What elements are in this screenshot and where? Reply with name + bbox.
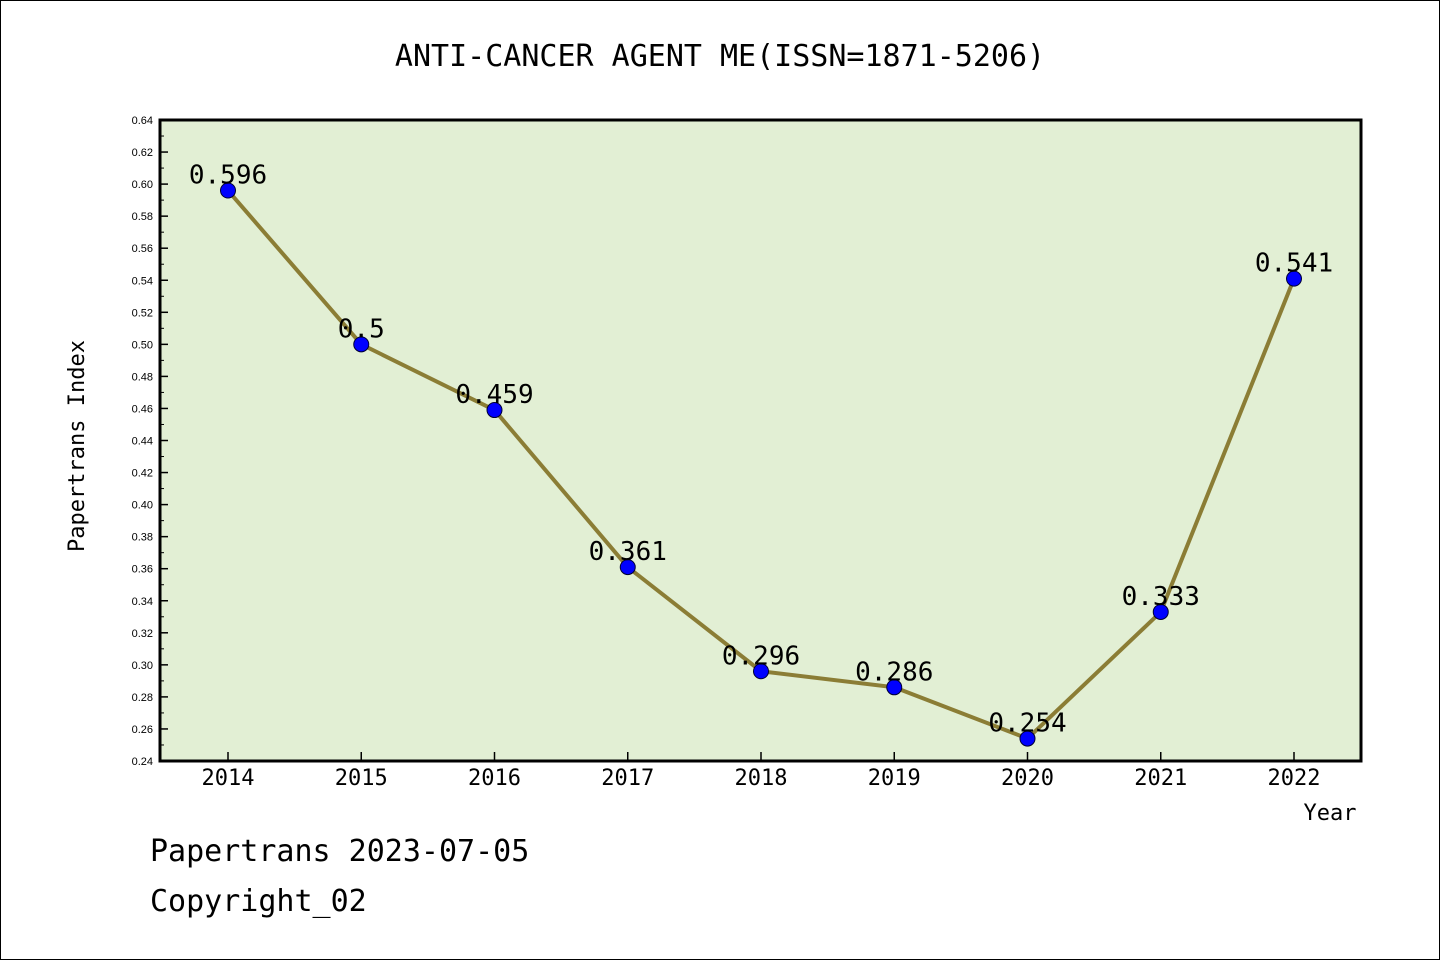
y-tick-label: 0.26: [132, 724, 153, 736]
plot-border: [158, 118, 1363, 763]
y-tick-label: 0.48: [132, 371, 153, 383]
data-label: 0.459: [455, 380, 533, 410]
y-tick-label: 0.38: [132, 532, 153, 544]
data-label: 0.596: [189, 161, 267, 191]
x-axis-label: Year: [1304, 801, 1357, 826]
y-tick-label: 0.34: [132, 596, 153, 608]
y-tick-label: 0.44: [132, 436, 153, 448]
y-tick-label: 0.32: [132, 628, 153, 640]
data-label: 0.296: [722, 641, 800, 671]
data-label: 0.541: [1255, 249, 1333, 279]
y-tick-label: 0.56: [132, 243, 153, 255]
data-point: [353, 336, 370, 353]
x-tick-label: 2019: [868, 766, 921, 791]
y-tick-label: 0.36: [132, 564, 153, 576]
data-label: 0.254: [988, 709, 1066, 739]
y-axis-label: Papertrans Index: [65, 340, 90, 552]
x-tick-label: 2021: [1134, 766, 1187, 791]
data-point: [486, 402, 503, 419]
data-point: [1019, 730, 1036, 747]
data-label: 0.333: [1122, 582, 1200, 612]
x-tick-label: 2022: [1268, 766, 1321, 791]
data-point: [619, 559, 636, 576]
y-tick-label: 0.28: [132, 692, 153, 704]
y-tick-label: 0.52: [132, 307, 153, 319]
y-tick-label: 0.60: [132, 179, 153, 191]
y-tick-label: 0.54: [132, 275, 153, 287]
x-tick-label: 2018: [735, 766, 788, 791]
y-tick-label: 0.30: [132, 660, 153, 672]
y-tick-label: 0.50: [132, 339, 153, 351]
data-point: [1286, 270, 1302, 287]
data-point: [220, 182, 236, 199]
y-tick-label: 0.58: [132, 211, 153, 223]
x-tick-label: 2015: [335, 766, 388, 791]
series-markers: [220, 182, 1302, 747]
footer-date: Papertrans 2023-07-05: [150, 834, 530, 869]
y-tick-label: 0.62: [132, 147, 153, 159]
data-label: 0.286: [855, 657, 933, 687]
data-label: 0.5: [338, 314, 385, 344]
y-axis: 0.24 0.26 0.28 0.30 0.32 0.34 0.36 0.38 0.40 0.42…: [132, 115, 168, 768]
data-label: 0.361: [589, 537, 667, 567]
data-labels: 0.596 0.5 0.459 0.361 0.296 0.286 0.254 0.333 0.…: [189, 161, 1333, 739]
footer-copyright: Copyright_02: [150, 884, 367, 919]
data-point: [1152, 603, 1169, 620]
y-tick-label: 0.42: [132, 468, 153, 480]
y-tick-label: 0.40: [132, 500, 153, 512]
x-tick-label: 2020: [1001, 766, 1054, 791]
data-point: [886, 679, 903, 696]
y-tick-label: 0.46: [132, 403, 153, 415]
data-point: [753, 663, 769, 680]
chart-title: ANTI-CANCER AGENT ME(ISSN=1871-5206): [395, 39, 1045, 74]
y-tick-label: 0.24: [132, 756, 153, 768]
x-tick-label: 2016: [468, 766, 521, 791]
x-axis: 2014 2015 2016 2017 2018 2019 2020 2021 2022: [202, 752, 1321, 791]
x-tick-label: 2017: [601, 766, 654, 791]
y-tick-label: 0.64: [132, 115, 153, 127]
x-tick-label: 2014: [202, 766, 255, 791]
plot-area: [160, 120, 1361, 761]
